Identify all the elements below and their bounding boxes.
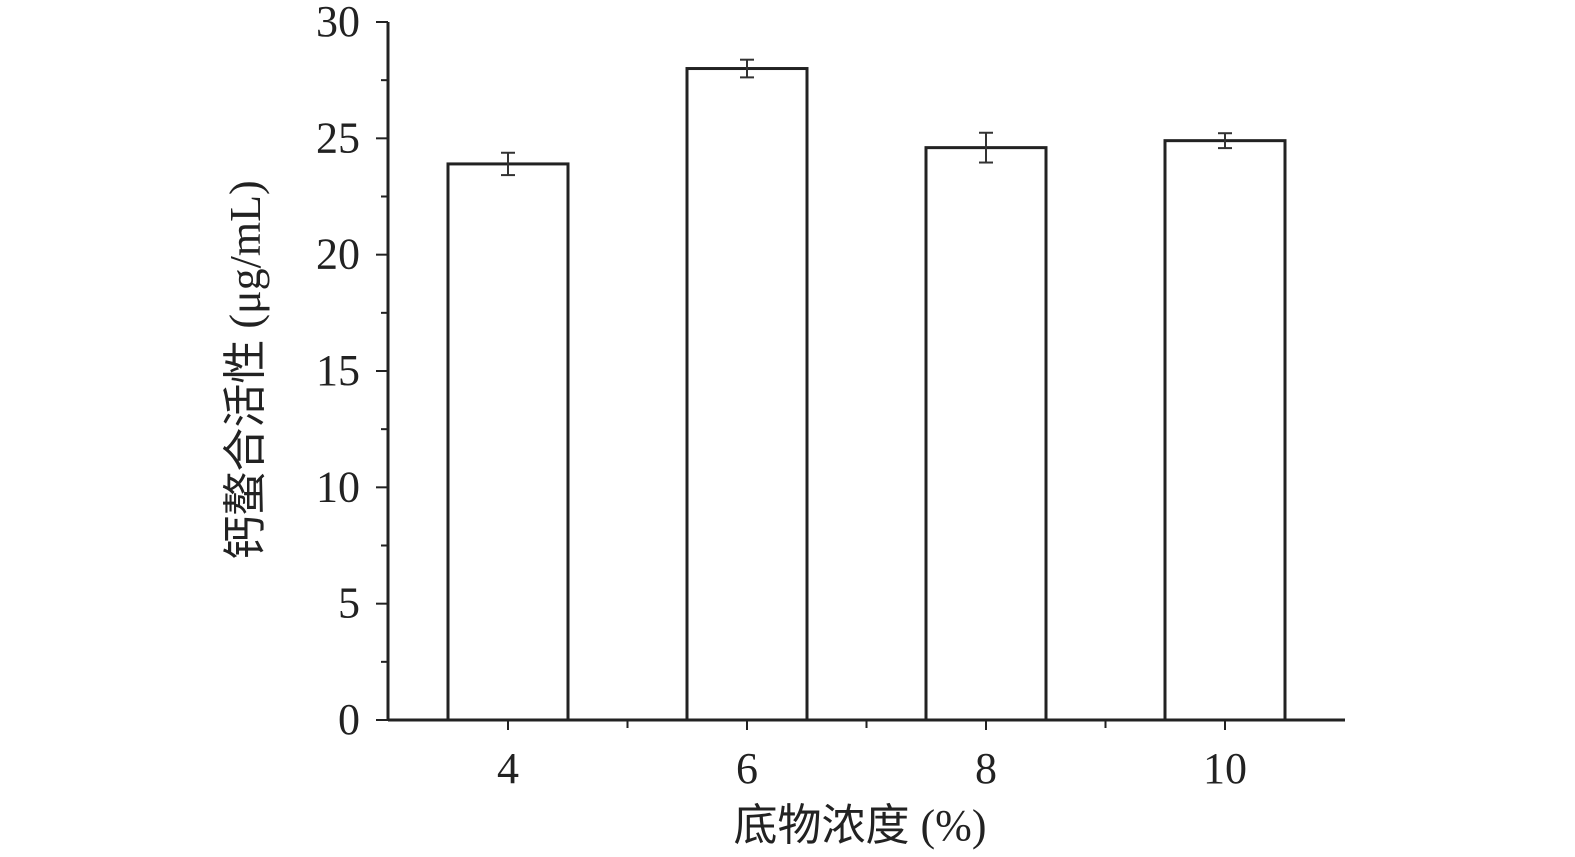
y-tick-label: 25 bbox=[316, 113, 360, 162]
axes: 4 6 8 10 0 5 10 15 20 25 30 bbox=[316, 0, 1345, 793]
bar-10 bbox=[1163, 139, 1287, 722]
y-tick-label: 15 bbox=[316, 346, 360, 395]
bar-8 bbox=[924, 146, 1048, 722]
y-axis-label: 钙螯合活性 (μg/mL) bbox=[221, 180, 270, 559]
x-tick-label: 4 bbox=[497, 744, 519, 793]
x-tick-label: 6 bbox=[736, 744, 758, 793]
bar-6 bbox=[685, 67, 809, 722]
bar-4 bbox=[446, 162, 570, 722]
error-bar-10 bbox=[1218, 132, 1232, 150]
y-tick-label: 20 bbox=[316, 230, 360, 279]
x-axis-label: 底物浓度 (%) bbox=[734, 801, 987, 850]
error-bar-8 bbox=[979, 131, 993, 164]
y-tick-label: 30 bbox=[316, 0, 360, 46]
error-bar-6 bbox=[740, 58, 754, 79]
x-tick-label: 8 bbox=[975, 744, 997, 793]
bars bbox=[446, 58, 1287, 722]
x-tick-label: 10 bbox=[1203, 744, 1247, 793]
y-tick-label: 0 bbox=[338, 695, 360, 744]
error-bar-4 bbox=[501, 151, 515, 177]
y-tick-label: 5 bbox=[338, 579, 360, 628]
y-tick-label: 10 bbox=[316, 462, 360, 511]
